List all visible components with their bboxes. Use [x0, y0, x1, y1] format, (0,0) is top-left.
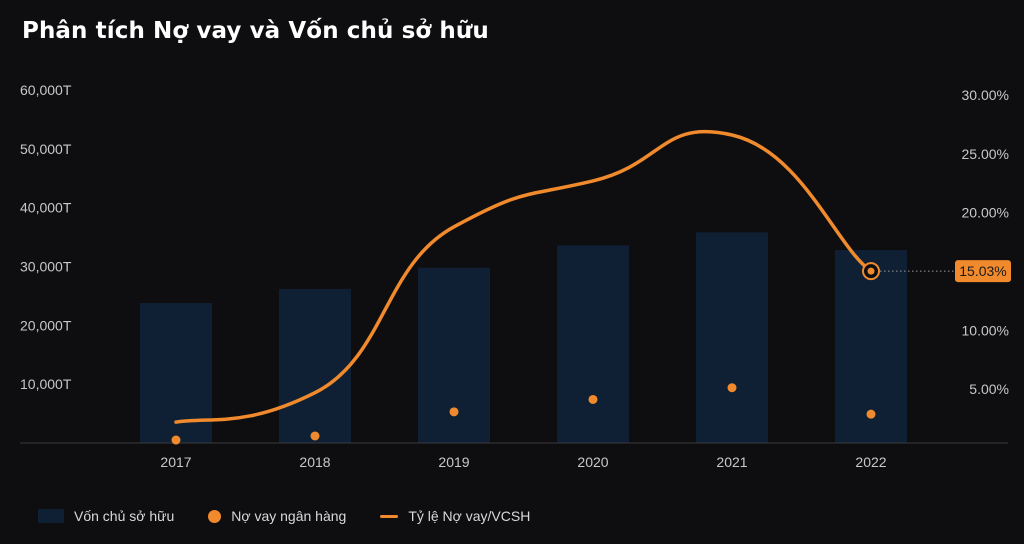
x-tick-label: 2022 [855, 454, 886, 470]
legend-item-bank-loans[interactable]: Nợ vay ngân hàng [208, 508, 346, 524]
y-left-tick-label: 40,000T [20, 200, 72, 216]
y-left-tick-label: 10,000T [20, 376, 72, 392]
bar-2018[interactable] [279, 288, 351, 443]
x-tick-label: 2020 [577, 454, 608, 470]
highlight-point-core [867, 267, 875, 275]
legend: Vốn chủ sở hữu Nợ vay ngân hàng Tỷ lệ Nợ… [38, 508, 564, 524]
loan-dot-2020[interactable] [588, 394, 598, 404]
y-left-tick-label: 50,000T [20, 141, 72, 157]
legend-line-swatch [380, 514, 399, 518]
y-right-tick-label: 30.00% [962, 87, 1009, 103]
loan-dot-2019[interactable] [449, 407, 459, 417]
y-left-ticks: 10,000T 20,000T 30,000T 40,000T 50,000T 60,00… [20, 82, 72, 392]
loan-dot-2022[interactable] [866, 409, 876, 419]
legend-bar-swatch [38, 509, 64, 523]
bars-layer [140, 232, 907, 443]
legend-item-debt-ratio[interactable]: Tỷ lệ Nợ vay/VCSH [380, 508, 530, 524]
y-right-tick-label: 5.00% [969, 381, 1009, 397]
highlight-value-label: 15.03% [959, 263, 1006, 279]
x-tick-label: 2017 [160, 454, 191, 470]
y-left-tick-label: 20,000T [20, 317, 72, 333]
legend-label-equity: Vốn chủ sở hữu [74, 508, 175, 524]
x-ticks: 2017 2018 2019 2020 2021 2022 [160, 454, 886, 470]
y-right-ticks: 5.00%10.00%15.00%20.00%25.00%30.00% [962, 87, 1009, 397]
loan-dot-2021[interactable] [727, 383, 737, 393]
legend-label-debt-ratio: Tỷ lệ Nợ vay/VCSH [408, 508, 531, 524]
legend-label-bank-loans: Nợ vay ngân hàng [231, 508, 347, 524]
line-layer [174, 129, 873, 424]
bar-2020[interactable] [557, 245, 629, 443]
loan-dot-2018[interactable] [310, 431, 320, 441]
legend-item-equity[interactable]: Vốn chủ sở hữu [38, 508, 174, 524]
chart-title: Phân tích Nợ vay và Vốn chủ sở hữu [22, 18, 489, 44]
dots-layer [171, 383, 876, 445]
y-left-tick-label: 60,000T [20, 82, 72, 98]
bar-2021[interactable] [696, 232, 768, 443]
x-tick-label: 2018 [299, 454, 330, 470]
y-right-tick-label: 10.00% [962, 322, 1009, 338]
bar-2019[interactable] [418, 267, 490, 443]
highlight-layer: 15.03% [862, 260, 1011, 283]
debt-ratio-line[interactable] [174, 129, 873, 424]
y-right-tick-label: 20.00% [962, 205, 1009, 221]
x-tick-label: 2021 [716, 454, 747, 470]
loan-dot-2017[interactable] [171, 435, 181, 445]
y-right-tick-label: 25.00% [962, 146, 1009, 162]
y-left-tick-label: 30,000T [20, 259, 72, 275]
highlight-value-badge [955, 260, 1011, 283]
legend-dot-swatch [208, 509, 222, 523]
x-tick-label: 2019 [438, 454, 469, 470]
